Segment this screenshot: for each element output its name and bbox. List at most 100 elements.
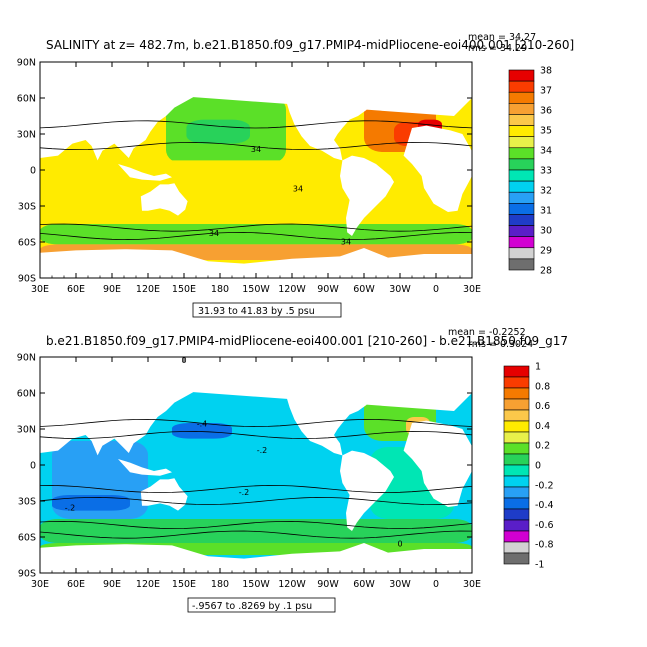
colorbar-label: 38 bbox=[540, 66, 552, 77]
land-mask bbox=[40, 62, 472, 278]
y-tick-label: 0 bbox=[30, 166, 36, 177]
colorbar-label: -0.2 bbox=[535, 480, 554, 491]
colorbar-swatch bbox=[508, 180, 535, 193]
x-tick-label: 0 bbox=[433, 284, 439, 295]
x-tick-label: 30E bbox=[31, 284, 49, 295]
contour-label: 34 bbox=[209, 229, 219, 238]
x-tick-label: 60E bbox=[67, 579, 85, 590]
colorbar-swatch bbox=[508, 103, 535, 115]
colorbar-swatch bbox=[508, 214, 535, 226]
contour-line bbox=[40, 496, 472, 506]
region-indian-core bbox=[52, 495, 130, 511]
contour-label: 34 bbox=[293, 185, 303, 194]
land-polygon bbox=[238, 74, 370, 161]
contour-lines: 34 34 34 34 bbox=[40, 120, 472, 246]
colorbar-swatch bbox=[503, 420, 530, 433]
colorbar-swatch bbox=[503, 497, 530, 510]
colorbar-label: -0.4 bbox=[535, 500, 554, 511]
colorbar-label: 0.6 bbox=[535, 401, 550, 412]
mean-stat: mean = 34.27 bbox=[468, 32, 536, 43]
y-tick-label: 60N bbox=[17, 389, 36, 400]
colorbar-swatch bbox=[503, 431, 530, 444]
y-tick-label: 30S bbox=[18, 497, 36, 508]
colorbar-label: 33 bbox=[540, 166, 552, 177]
x-tick-label: 30E bbox=[463, 284, 481, 295]
x-tick-label: 120E bbox=[136, 579, 160, 590]
contour-line bbox=[40, 223, 472, 232]
y-axis: 90N 60N 30N 0 30S 60S 90S bbox=[17, 58, 472, 285]
colorbar-swatch bbox=[508, 225, 535, 237]
land-polygon bbox=[403, 420, 472, 507]
colorbar-label: 34 bbox=[540, 146, 552, 157]
info-box-text: 31.93 to 41.83 by .5 psu bbox=[198, 306, 315, 317]
colorbar-swatch bbox=[508, 169, 535, 182]
x-tick-label: 30W bbox=[389, 284, 411, 295]
y-axis: 90N 60N 30N 0 30S 60S 90S bbox=[17, 353, 472, 580]
land-mask bbox=[40, 357, 472, 573]
contour-label: 34 bbox=[251, 145, 261, 154]
y-tick-label: 90S bbox=[18, 274, 36, 285]
y-tick-label: 30N bbox=[17, 130, 36, 141]
region-north-pacific-core bbox=[172, 423, 232, 439]
land-polygon bbox=[118, 459, 172, 476]
y-tick-label: 90N bbox=[17, 353, 36, 364]
x-tick-label: 90W bbox=[317, 284, 339, 295]
colorbar-label: 1 bbox=[535, 362, 541, 373]
contour-line bbox=[40, 120, 472, 129]
contour-line bbox=[40, 231, 472, 241]
colorbar-swatch bbox=[503, 453, 530, 466]
colorbar-swatch bbox=[508, 80, 535, 93]
region-southern-ocean bbox=[40, 224, 472, 245]
land-polygon bbox=[140, 183, 188, 216]
panel-title: b.e21.B1850.f09_g17.PMIP4-midPliocene-eo… bbox=[46, 334, 568, 348]
contour-label: -.2 bbox=[239, 488, 250, 497]
colorbar-swatch bbox=[508, 147, 535, 160]
panel-title: SALINITY at z= 482.7m, b.e21.B1850.f09_g… bbox=[46, 38, 574, 52]
x-tick-label: 180 bbox=[211, 579, 229, 590]
y-tick-label: 60S bbox=[18, 533, 36, 544]
x-tick-label: 120E bbox=[136, 284, 160, 295]
land-polygon bbox=[40, 543, 472, 573]
contour-line bbox=[40, 418, 472, 428]
colorbar: 38 37 36 35 34 33 32 31 30 29 28 bbox=[508, 66, 552, 277]
x-tick-label: 150W bbox=[242, 284, 270, 295]
colorbar-swatch bbox=[508, 236, 535, 249]
x-tick-label: 150E bbox=[172, 284, 196, 295]
land-polygon bbox=[238, 369, 370, 456]
colorbar-label: 29 bbox=[540, 246, 552, 257]
contour-line bbox=[40, 430, 472, 440]
colorbar-label: 37 bbox=[540, 86, 552, 97]
x-tick-label: 150E bbox=[172, 579, 196, 590]
colorbar-swatch bbox=[503, 464, 530, 477]
x-axis: 30E 60E 90E 120E 150E 180 150W 120W 90W 60W 30W 0 30… bbox=[31, 62, 481, 295]
colorbar-label: -1 bbox=[535, 560, 544, 571]
colorbar-label: 30 bbox=[540, 226, 552, 237]
region-north-pacific-core bbox=[186, 119, 250, 144]
colorbar-swatch bbox=[508, 247, 535, 260]
rms-stat: rms = 34.29 bbox=[468, 43, 527, 54]
colorbar-swatch bbox=[503, 475, 530, 488]
contour-line bbox=[40, 530, 472, 539]
colorbar-label: 0.2 bbox=[535, 441, 550, 452]
colorbar-label: 32 bbox=[540, 186, 552, 197]
colorbar-swatch bbox=[503, 486, 530, 499]
rms-stat: rms = 0.3024 bbox=[468, 339, 533, 350]
info-box bbox=[192, 302, 342, 318]
colorbar-label: 28 bbox=[540, 266, 552, 277]
contour-label: 0 bbox=[397, 540, 402, 549]
mean-stat: mean = -0.2252 bbox=[448, 327, 526, 338]
y-tick-label: 60N bbox=[17, 94, 36, 105]
info-box bbox=[187, 597, 336, 613]
colorbar-label: 0.8 bbox=[535, 381, 550, 392]
x-tick-label: 30E bbox=[31, 579, 49, 590]
x-tick-label: 30E bbox=[463, 579, 481, 590]
contour-label: 34 bbox=[341, 237, 351, 246]
colorbar-swatch bbox=[508, 125, 535, 137]
colorbar-swatch bbox=[508, 191, 535, 204]
salinity-difference-panel: b.e21.B1850.f09_g17.PMIP4-midPliocene-eo… bbox=[17, 327, 568, 613]
y-tick-label: 60S bbox=[18, 238, 36, 249]
x-tick-label: 60W bbox=[353, 284, 375, 295]
colorbar-swatch bbox=[508, 114, 535, 126]
x-tick-label: 90E bbox=[103, 579, 121, 590]
